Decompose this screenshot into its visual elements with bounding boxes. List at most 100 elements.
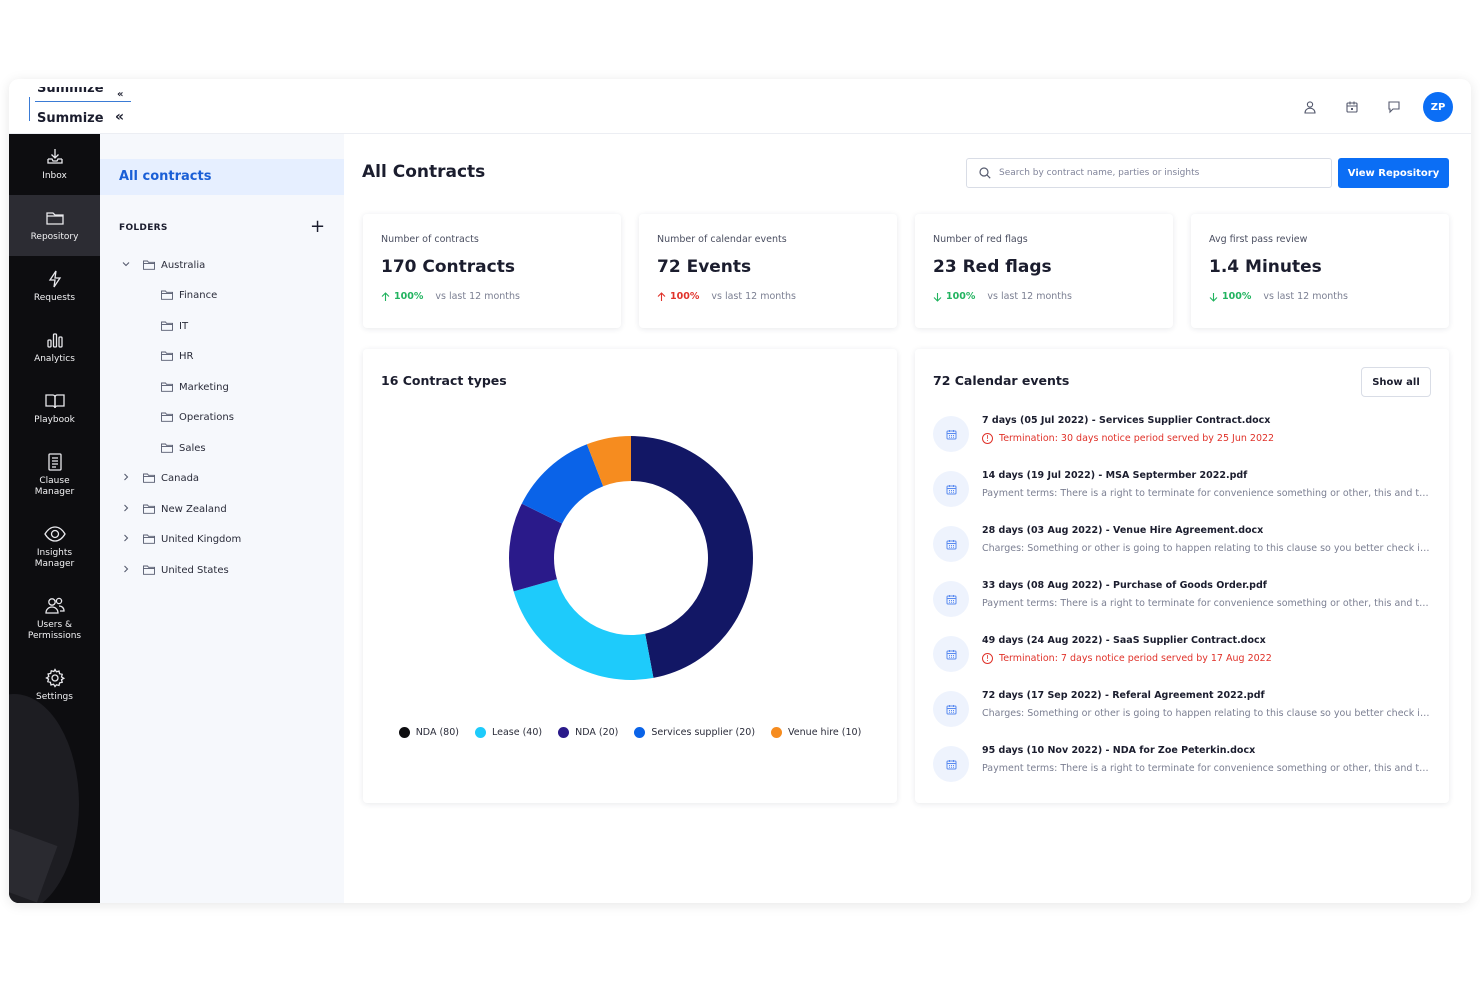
calendar-icon [933,746,969,782]
legend-item[interactable]: NDA (80) [398,727,459,738]
search-input[interactable] [999,168,1319,178]
calendar-icon[interactable] [1331,91,1373,123]
legend-label: Lease (40) [491,727,543,738]
folder-icon [161,321,173,331]
user-profile-icon[interactable] [1289,91,1331,123]
event-description: Payment terms: There is a right to termi… [982,488,1432,499]
legend-item[interactable]: Services supplier (20) [634,727,755,738]
stat-value: 23 Red flags [933,257,1052,277]
calendar-events-card: 72 Calendar events Show all 7 days (05 J… [915,349,1449,803]
view-repository-button[interactable]: View Repository [1338,158,1449,188]
nav-analytics-label: Analytics [34,354,75,364]
legend-label: Venue hire (10) [788,727,862,738]
nav-repository[interactable]: Repository [9,195,100,256]
folder-australia[interactable]: Australia [119,255,205,275]
nav-playbook[interactable]: Playbook [9,378,100,439]
folder-united-kingdom[interactable]: United Kingdom [119,529,241,549]
stat-comparison: vs last 12 months [435,291,520,302]
event-description-text: Termination: 30 days notice period serve… [999,433,1275,444]
donut-chart[interactable] [506,433,756,683]
calendar-event-row[interactable]: 72 days (17 Sep 2022) - Referal Agreemen… [933,686,1433,736]
folder-icon [161,382,173,392]
stat-value: 170 Contracts [381,257,515,277]
event-title: 95 days (10 Nov 2022) - NDA for Zoe Pete… [982,745,1256,756]
event-title: 49 days (24 Aug 2022) - SaaS Supplier Co… [982,635,1266,646]
nav-analytics[interactable]: Analytics [9,317,100,378]
legend-item[interactable]: Lease (40) [474,727,543,738]
legend-item[interactable]: NDA (20) [558,727,618,738]
nav-insights-manager[interactable]: Insights Manager [9,511,100,583]
folder-finance[interactable]: Finance [161,285,217,305]
stat-label: Number of contracts [381,234,479,245]
nav-clause-manager[interactable]: Clause Manager [9,439,100,511]
folder-marketing[interactable]: Marketing [161,377,229,397]
users-icon [44,597,65,614]
search-box[interactable] [966,158,1332,188]
nav-insights-manager-label: Insights Manager [34,548,75,569]
stat-label: Number of red flags [933,234,1028,245]
chevron-right-icon[interactable] [119,503,133,516]
contract-types-donut[interactable] [506,433,756,683]
calendar-icon [933,471,969,507]
folder-new-zealand[interactable]: New Zealand [119,499,227,519]
stat-percent: 100% [394,291,424,302]
stat-trend: 100% vs last 12 months [657,291,879,302]
nav-requests[interactable]: Requests [9,256,100,317]
search-icon [979,167,991,179]
app-window: Summize « Summize « ZP Inbox [9,79,1471,903]
folder-hr[interactable]: HR [161,346,193,366]
folder-operations[interactable]: Operations [161,407,234,427]
add-folder-button[interactable]: + [310,216,326,237]
legend-item[interactable]: Venue hire (10) [771,727,861,738]
calendar-event-row[interactable]: 7 days (05 Jul 2022) - Services Supplier… [933,411,1433,461]
legend-dot [634,727,646,738]
chat-icon[interactable] [1373,91,1415,123]
folder-panel: All contracts FOLDERS + Australia Financ… [100,134,344,903]
event-title: 7 days (05 Jul 2022) - Services Supplier… [982,415,1271,426]
show-all-button[interactable]: Show all [1361,367,1431,397]
folder-icon [143,260,155,270]
calendar-icon [933,691,969,727]
nav-inbox-label: Inbox [42,171,67,181]
calendar-event-row[interactable]: 49 days (24 Aug 2022) - SaaS Supplier Co… [933,631,1433,681]
stat-card-contracts: Number of contracts 170 Contracts 100% v… [363,214,621,328]
chevron-right-icon[interactable] [119,472,133,485]
folder-icon [161,412,173,422]
calendar-event-row[interactable]: 14 days (19 Jul 2022) - MSA Septermber 2… [933,466,1433,516]
donut-slice-services-supplier[interactable] [521,444,604,524]
top-bar: Summize « Summize « ZP [9,79,1471,134]
all-contracts-link[interactable]: All contracts [100,159,344,195]
chart-legend: NDA (80) Lease (40) NDA (20) Services su… [363,727,897,738]
folder-united-states[interactable]: United States [119,560,229,580]
donut-slice-lease[interactable] [513,579,654,680]
chevron-right-icon[interactable] [119,533,133,546]
summize-logo[interactable]: Summize « Summize « [29,87,139,127]
folder-it[interactable]: IT [161,316,188,336]
calendar-event-row[interactable]: 28 days (03 Aug 2022) - Venue Hire Agree… [933,521,1433,571]
chevron-right-icon[interactable] [119,564,133,577]
document-icon [47,453,62,471]
lightning-icon [48,270,61,288]
folder-label: Finance [179,289,218,301]
nav-settings[interactable]: Settings [9,655,100,716]
calendar-event-row[interactable]: 33 days (08 Aug 2022) - Purchase of Good… [933,576,1433,626]
chevron-down-icon[interactable] [119,259,133,272]
donut-slice-nda[interactable] [509,503,563,592]
nav-users-permissions[interactable]: Users & Permissions [9,583,100,655]
warning-icon: ! [982,433,993,444]
donut-slice-nda[interactable] [631,436,753,678]
folder-label: New Zealand [161,503,227,515]
user-avatar[interactable]: ZP [1423,92,1453,122]
folder-icon [161,290,173,300]
nav-inbox[interactable]: Inbox [9,134,100,195]
stat-trend: 100% vs last 12 months [381,291,603,302]
folder-sales[interactable]: Sales [161,438,206,458]
arrow-down-icon [1209,292,1218,302]
legend-dot [771,727,783,738]
calendar-event-row[interactable]: 95 days (10 Nov 2022) - NDA for Zoe Pete… [933,741,1433,791]
stat-value: 72 Events [657,257,752,277]
stat-trend: 100% vs last 12 months [933,291,1155,302]
donut-slice-venue-hire[interactable] [586,436,631,487]
stat-label: Number of calendar events [657,234,787,245]
folder-canada[interactable]: Canada [119,468,199,488]
